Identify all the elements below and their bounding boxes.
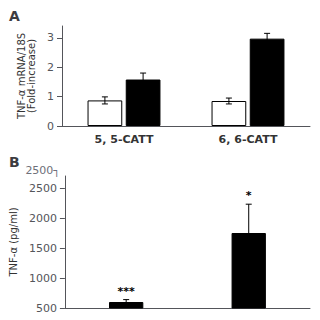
svg-text:(Fold-increase): (Fold-increase) [26, 39, 37, 113]
svg-text:5, 5-CATT: 5, 5-CATT [95, 133, 154, 146]
svg-text:1: 1 [47, 90, 54, 103]
svg-text:B: B [9, 154, 20, 170]
svg-text:2000: 2000 [29, 212, 57, 225]
svg-text:A: A [9, 8, 20, 24]
svg-text:1500: 1500 [29, 242, 57, 255]
svg-text:2500: 2500 [29, 182, 57, 195]
svg-text:***: *** [118, 285, 136, 298]
svg-text:2: 2 [47, 61, 54, 74]
svg-text:TNF-α (pg/ml): TNF-α (pg/ml) [8, 207, 19, 277]
svg-text:1000: 1000 [29, 272, 57, 285]
svg-text:*: * [246, 189, 252, 202]
svg-text:TNF-α mRNA/18S: TNF-α mRNA/18S [15, 32, 27, 120]
svg-text:500: 500 [36, 302, 57, 315]
svg-text:3: 3 [47, 31, 54, 44]
svg-text:6, 6-CATT: 6, 6-CATT [219, 133, 278, 146]
svg-text:0: 0 [47, 120, 54, 133]
svg-text:2500┐: 2500┐ [25, 164, 60, 177]
